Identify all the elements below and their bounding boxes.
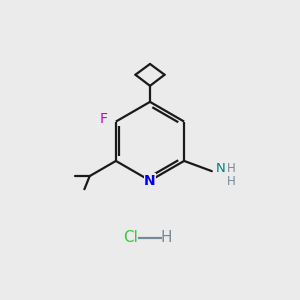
- Text: H: H: [226, 175, 235, 188]
- Text: N: N: [215, 162, 225, 175]
- Text: N: N: [144, 174, 156, 188]
- Text: H: H: [226, 162, 235, 175]
- Text: H: H: [160, 230, 172, 245]
- Text: F: F: [100, 112, 108, 126]
- Text: Cl: Cl: [124, 230, 139, 245]
